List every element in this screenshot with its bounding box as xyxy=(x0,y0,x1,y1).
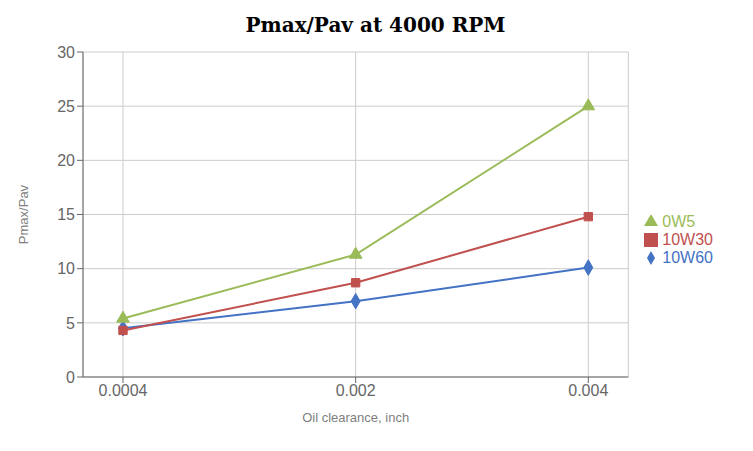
svg-text:10: 10 xyxy=(57,260,75,277)
svg-text:Oil clearance, inch: Oil clearance, inch xyxy=(302,410,409,425)
svg-text:5: 5 xyxy=(66,315,75,332)
html-text:10W60: 10W60 xyxy=(662,248,713,266)
svg-text:Pmax/Pav: Pmax/Pav xyxy=(16,184,31,244)
svg-text:0: 0 xyxy=(66,369,75,386)
svg-text:0.004: 0.004 xyxy=(568,382,608,399)
svg-text:25: 25 xyxy=(57,98,75,115)
svg-text:20: 20 xyxy=(57,152,75,169)
html-text:10W30: 10W30 xyxy=(662,230,713,248)
html-text:0W5: 0W5 xyxy=(662,212,696,230)
html-text:Pmax/Pav at 4000 RPM: Pmax/Pav at 4000 RPM xyxy=(245,13,506,37)
svg-text:15: 15 xyxy=(57,206,75,223)
svg-text:0.0004: 0.0004 xyxy=(99,382,148,399)
svg-text:30: 30 xyxy=(57,44,75,61)
svg-text:0.002: 0.002 xyxy=(336,382,376,399)
